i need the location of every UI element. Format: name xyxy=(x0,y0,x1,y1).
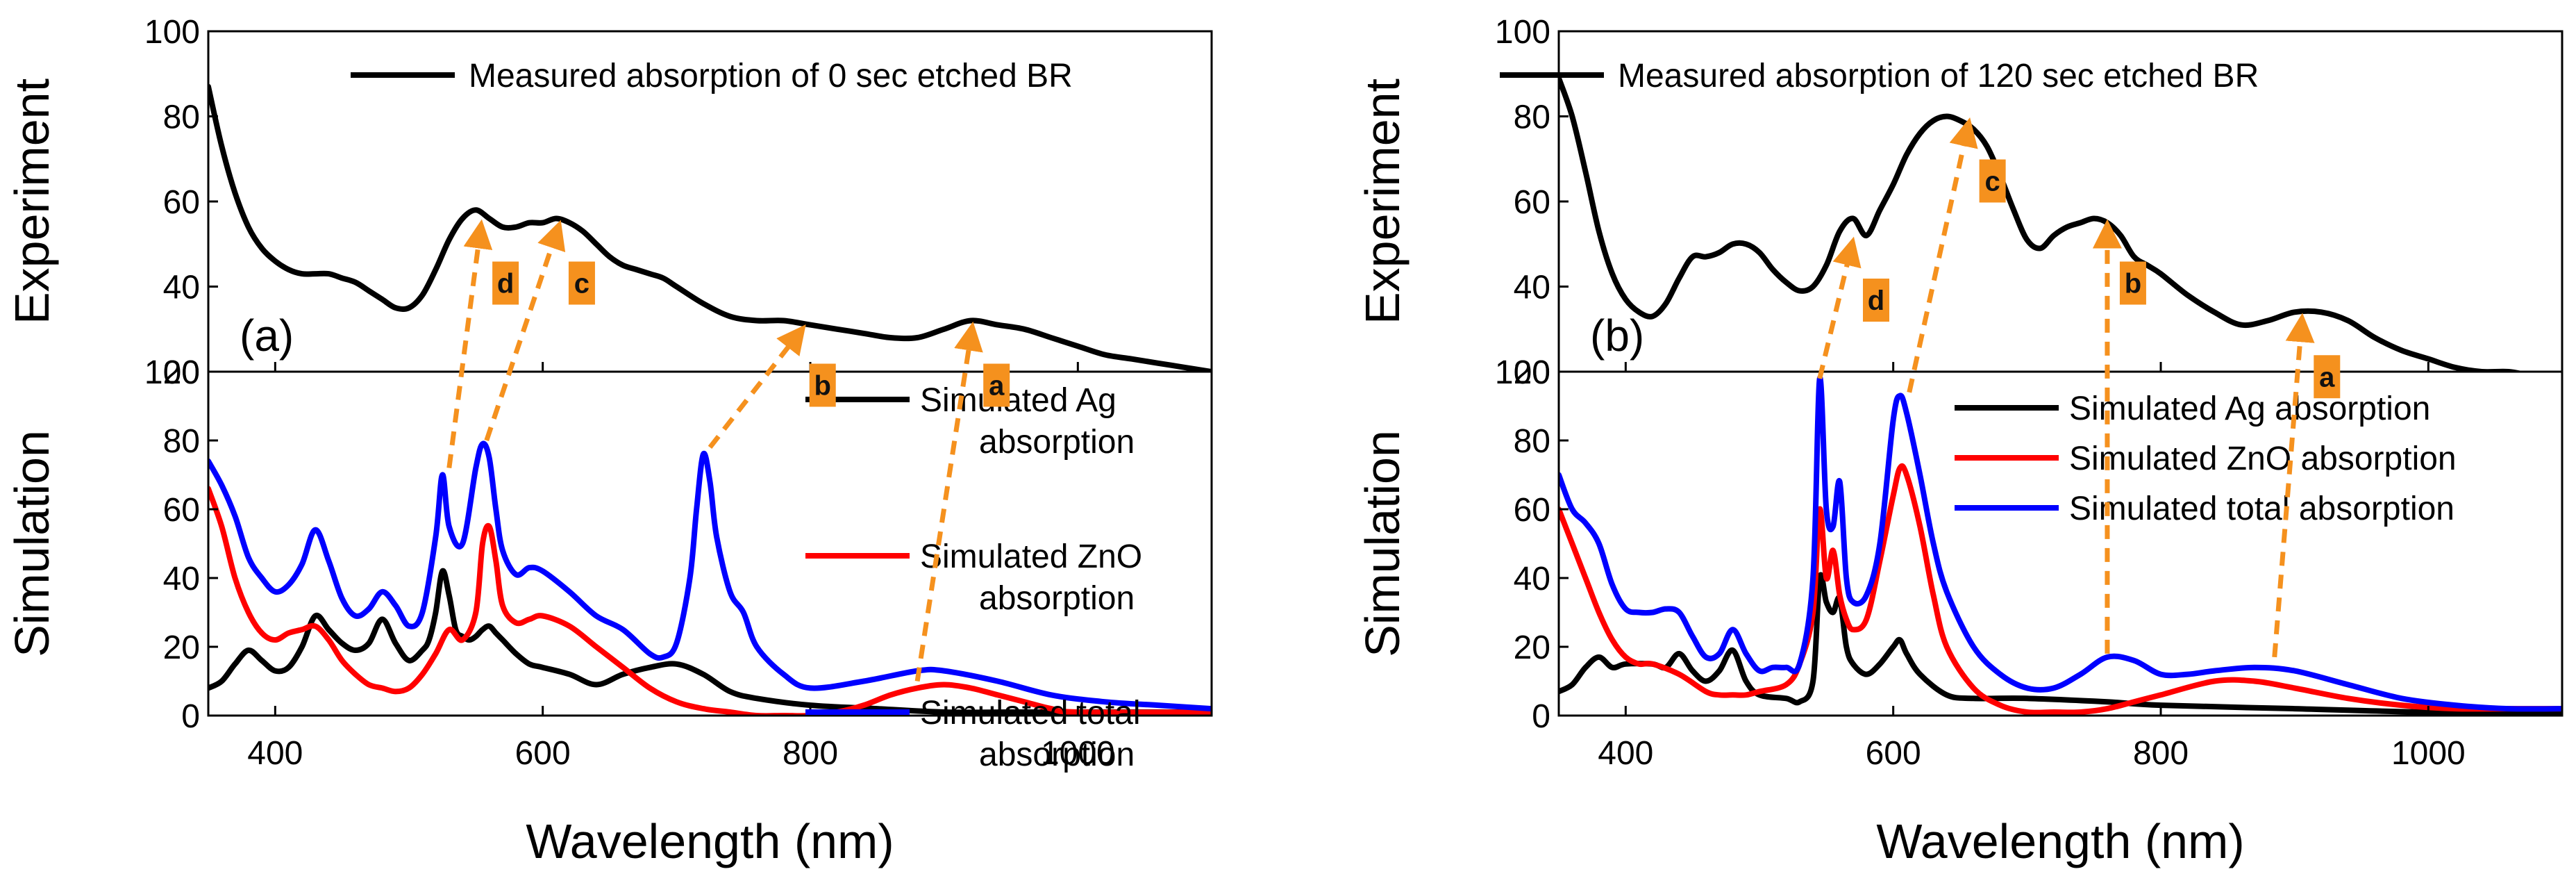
panel-label: (a) xyxy=(240,311,294,361)
annotation-arrow-c xyxy=(484,220,566,442)
simulation-series-line-2 xyxy=(1559,374,2562,712)
experiment-y-tick-label: 60 xyxy=(163,184,200,221)
simulation-y-tick-label: 20 xyxy=(1514,629,1550,666)
experiment-y-tick-label: 100 xyxy=(1495,14,1550,51)
simulation-legend-label-0: absorption xyxy=(979,424,1135,461)
simulation-legend-label-1: Simulated ZnO absorption xyxy=(2069,440,2457,477)
annotation-label-c: c xyxy=(574,269,589,299)
experiment-legend-label: Measured absorption of 120 sec etched BR xyxy=(1618,58,2259,94)
simulation-series-line-0 xyxy=(208,568,1212,716)
x-tick-label: 400 xyxy=(247,735,303,772)
experiment-y-tick-label: 20 xyxy=(1514,354,1550,391)
simulation-series-line-2 xyxy=(208,440,1212,712)
annotation-label-d: d xyxy=(1868,286,1884,316)
simulation-y-tick-label: 60 xyxy=(163,492,200,529)
annotation-badge-b xyxy=(2119,261,2146,305)
simulation-legend-label-2: Simulated total xyxy=(920,695,1141,732)
annotation-label-a: a xyxy=(989,371,1005,402)
annotation-badge-c xyxy=(1979,159,2006,203)
x-tick-label: 800 xyxy=(2133,735,2189,772)
annotation-arrow-b xyxy=(708,324,806,449)
annotation-badge-a xyxy=(983,363,1010,407)
annotation-badge-d xyxy=(492,261,519,305)
experiment-series-line-0 xyxy=(208,83,1212,372)
simulation-y-tick-label: 0 xyxy=(1532,698,1550,735)
annotation-label-a: a xyxy=(2319,362,2335,393)
x-tick-label: 1000 xyxy=(2391,735,2466,772)
simulation-y-axis-label: Simulation xyxy=(1355,430,1410,657)
simulation-legend-label-0: Simulated Ag absorption xyxy=(2069,390,2430,427)
annotation-badge-b xyxy=(809,363,836,407)
annotation-label-b: b xyxy=(2125,269,2141,299)
simulation-y-tick-label: 80 xyxy=(163,423,200,460)
simulation-y-tick-label: 100 xyxy=(144,354,200,391)
annotation-badge-d xyxy=(1863,279,1890,322)
simulation-y-tick-label: 40 xyxy=(163,561,200,597)
simulation-y-tick-label: 20 xyxy=(163,629,200,666)
simulation-legend-label-0: Simulated Ag xyxy=(920,382,1116,419)
experiment-y-tick-label: 20 xyxy=(163,354,200,391)
simulation-y-tick-label: 60 xyxy=(1514,492,1550,529)
annotation-arrow-a xyxy=(2272,313,2315,658)
x-tick-label: 600 xyxy=(1866,735,1921,772)
simulation-plot-frame xyxy=(1557,370,2564,717)
x-tick-label: 800 xyxy=(783,735,838,772)
simulation-y-axis-label: Simulation xyxy=(5,430,59,657)
annotation-label-c: c xyxy=(1985,167,2000,197)
simulation-y-tick-label: 40 xyxy=(1514,561,1550,597)
experiment-y-axis-label: Experiment xyxy=(5,79,59,324)
experiment-series-line-0 xyxy=(1559,75,2526,372)
experiment-series-group xyxy=(208,83,1212,372)
annotation-label-d: d xyxy=(497,269,514,299)
panel-label: (b) xyxy=(1590,311,1644,361)
annotation-arrow-d xyxy=(446,219,493,469)
simulation-series-group xyxy=(208,440,1212,716)
experiment-series-group xyxy=(1559,75,2526,372)
experiment-y-axis-label: Experiment xyxy=(1355,79,1410,324)
simulation-series-group xyxy=(1559,374,2562,716)
experiment-y-tick-label: 60 xyxy=(1514,184,1550,221)
experiment-y-tick-label: 40 xyxy=(163,270,200,306)
experiment-y-tick-label: 80 xyxy=(163,99,200,136)
x-axis-label: Wavelength (nm) xyxy=(1876,814,2244,868)
annotation-arrow-c xyxy=(1907,117,1978,393)
x-tick-label: 1000 xyxy=(1041,735,1115,772)
annotation-badge-a xyxy=(2314,355,2341,399)
experiment-y-tick-label: 40 xyxy=(1514,270,1550,306)
simulation-plot-frame xyxy=(207,370,1213,717)
simulation-series-line-1 xyxy=(208,486,1212,716)
x-tick-label: 400 xyxy=(1598,735,1653,772)
simulation-y-tick-label: 0 xyxy=(181,698,200,735)
annotation-badge-c xyxy=(568,261,595,305)
annotation-label-b: b xyxy=(814,371,831,402)
experiment-y-tick-label: 100 xyxy=(144,14,200,51)
simulation-legend-label-1: Simulated ZnO xyxy=(920,538,1142,575)
simulation-legend-label-2: Simulated total absorption xyxy=(2069,490,2454,527)
x-axis-label: Wavelength (nm) xyxy=(526,814,894,868)
experiment-y-tick-label: 80 xyxy=(1514,99,1550,136)
simulation-legend-label-2: absorption xyxy=(979,736,1135,773)
simulation-legend-label-1: absorption xyxy=(979,580,1135,617)
experiment-legend-label: Measured absorption of 0 sec etched BR xyxy=(469,58,1073,94)
simulation-y-tick-label: 80 xyxy=(1514,423,1550,460)
simulation-y-tick-label: 100 xyxy=(1495,354,1550,391)
x-tick-label: 600 xyxy=(515,735,571,772)
simulation-series-line-1 xyxy=(1559,463,2562,716)
annotation-arrow-a xyxy=(914,321,983,682)
